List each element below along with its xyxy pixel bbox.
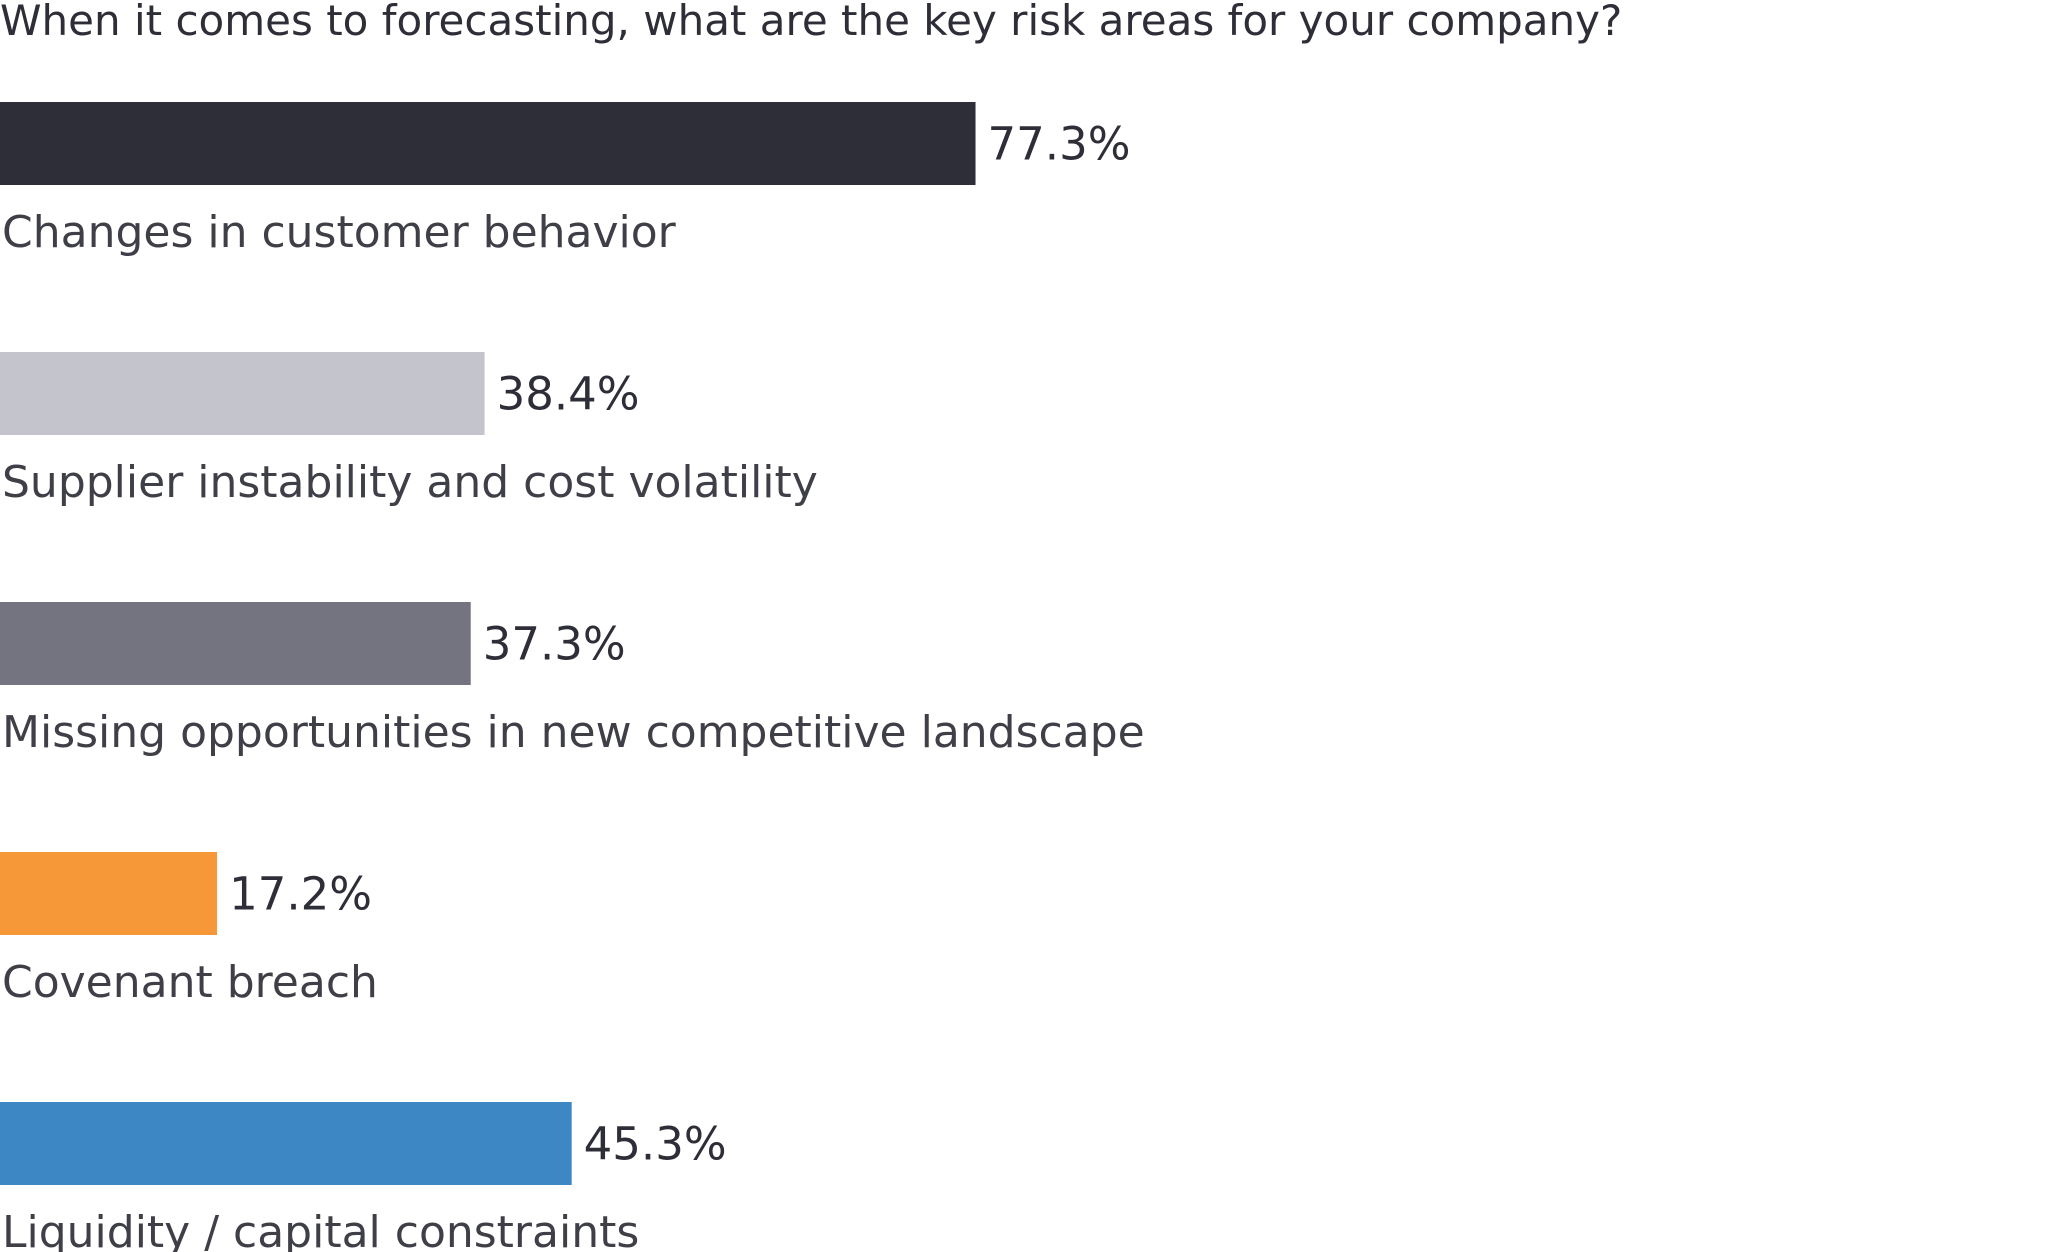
category-label-3: Missing opportunities in new competitive… bbox=[2, 707, 1145, 758]
bar-4 bbox=[0, 852, 218, 935]
value-label-4: 17.2% bbox=[229, 868, 372, 921]
value-label-2: 38.4% bbox=[497, 368, 640, 421]
category-label-4: Covenant breach bbox=[2, 957, 378, 1008]
chart-title: When it comes to forecasting, what are t… bbox=[0, 0, 1623, 45]
category-label-5: Liquidity / capital constraints bbox=[2, 1207, 639, 1252]
category-label-1: Changes in customer behavior bbox=[2, 207, 677, 258]
value-label-5: 45.3% bbox=[584, 1118, 727, 1171]
bar-2 bbox=[0, 352, 485, 435]
value-label-3: 37.3% bbox=[483, 618, 626, 671]
value-label-1: 77.3% bbox=[988, 118, 1131, 171]
bar-5 bbox=[0, 1102, 572, 1185]
bar-3 bbox=[0, 602, 471, 685]
category-label-2: Supplier instability and cost volatility bbox=[2, 457, 818, 508]
bar-1 bbox=[0, 102, 976, 185]
